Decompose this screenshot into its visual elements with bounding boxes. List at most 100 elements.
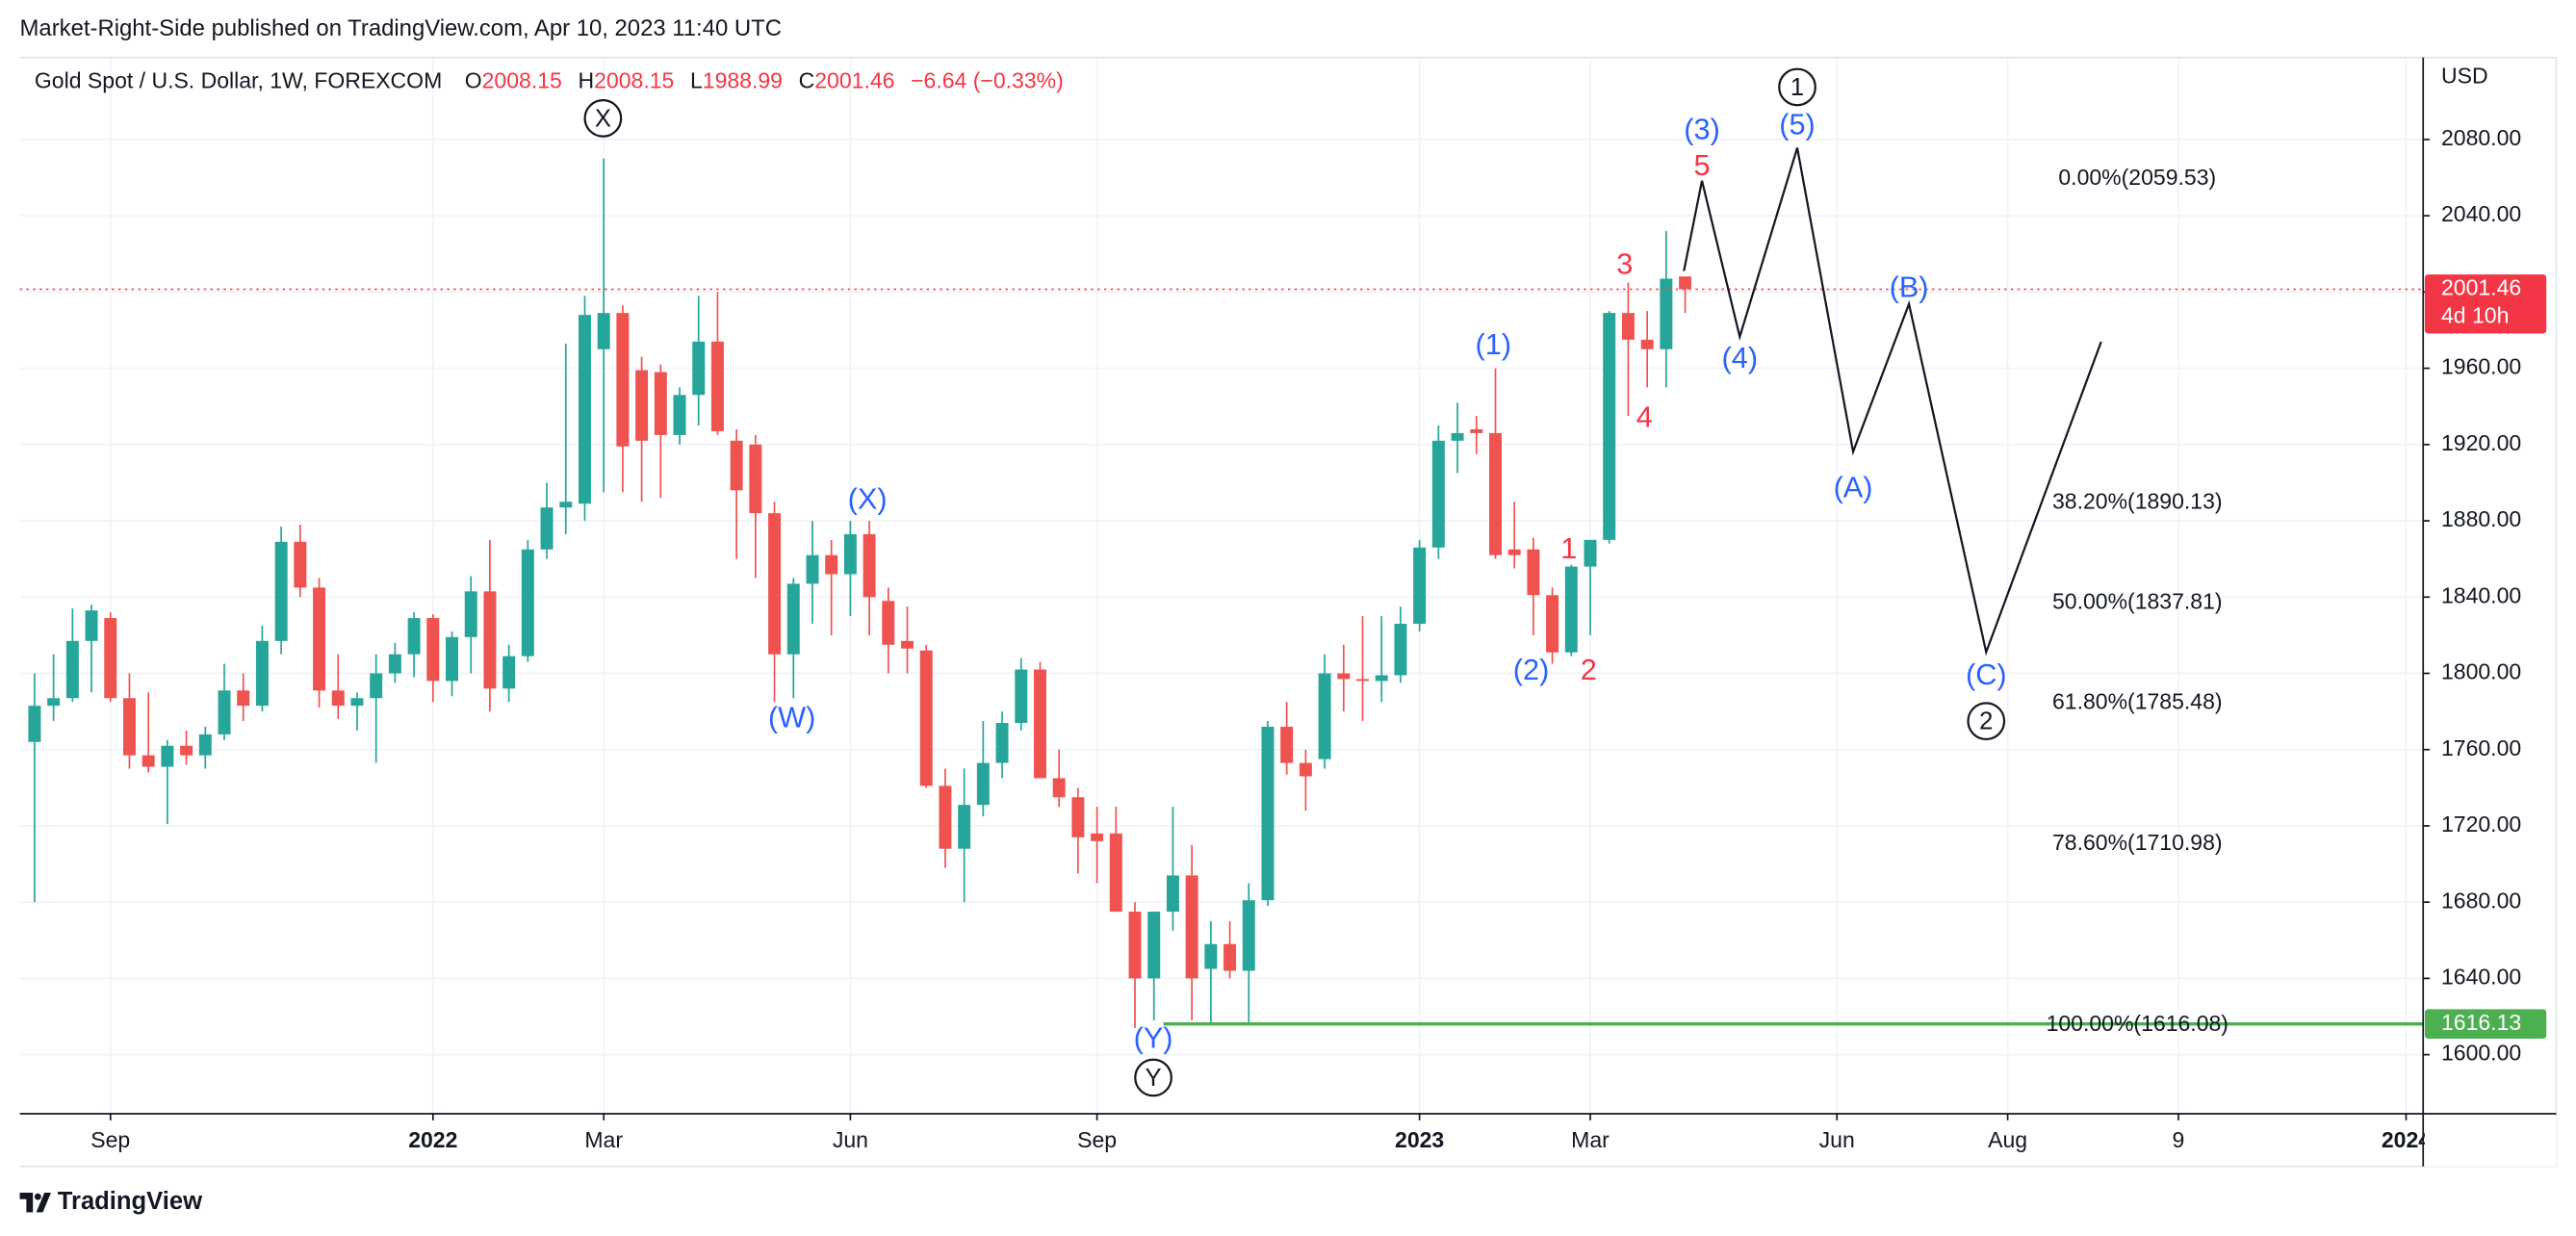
candle-body [1147, 912, 1161, 979]
footer-brand: TradingView [58, 1188, 202, 1215]
candle-body [331, 690, 345, 707]
candle-body [1394, 623, 1407, 676]
candle-body [1431, 440, 1445, 548]
candle-body [919, 650, 933, 786]
candle-body [446, 636, 458, 682]
legend-change: −6.64 (−0.33%) [911, 67, 1064, 92]
candle-body [1451, 432, 1464, 441]
candle-body [65, 640, 79, 699]
wave-label-blue: (W) [768, 701, 815, 734]
wave-label-red: 2 [1581, 653, 1597, 686]
wave-label-blue: (2) [1513, 653, 1550, 686]
wave-projection [1683, 147, 2102, 657]
candle-body [1166, 875, 1179, 913]
fib-label: 61.80%(1785.48) [2052, 688, 2223, 713]
wave-label-blue: (C) [1966, 657, 2007, 691]
candle-body [426, 618, 440, 682]
candle-body [843, 533, 857, 575]
candle-body [768, 513, 782, 655]
candle-body [1660, 278, 1673, 349]
y-tick-label: 1960.00 [2441, 354, 2521, 379]
candle-body [1527, 549, 1540, 596]
candle-body [1052, 778, 1066, 798]
candle-body [47, 698, 61, 707]
support-tag [2424, 1009, 2547, 1040]
candle-body [1299, 762, 1312, 777]
y-axis-label: USD [2441, 63, 2488, 88]
candle-body [616, 313, 630, 447]
price-tag [2424, 274, 2547, 334]
legend: Gold Spot / U.S. Dollar, 1W, FOREXCOM O 2… [35, 67, 1064, 92]
candle-body [578, 315, 591, 504]
candle-body [1185, 875, 1198, 979]
candle-body [502, 656, 516, 689]
candle-body [294, 541, 307, 588]
candle-body [635, 370, 649, 441]
price-tag-countdown: 4d 10h [2441, 303, 2509, 328]
wave-label-red: 1 [1560, 531, 1577, 565]
candle-body [198, 734, 212, 756]
x-tick-label: Aug [1988, 1127, 2027, 1152]
grid [19, 57, 2424, 1115]
candle-body [1584, 539, 1597, 567]
wave-label-blue: (A) [1834, 471, 1873, 504]
candle-body [995, 722, 1009, 763]
candle-body [1470, 428, 1483, 433]
candle-body [122, 698, 136, 756]
candle-body [730, 440, 743, 491]
candle-body [483, 591, 497, 689]
candle-body [654, 372, 667, 435]
header: Market-Right-Side published on TradingVi… [20, 15, 782, 41]
candle-body [1242, 900, 1255, 971]
wave-circle [1134, 1058, 1172, 1097]
x-tick-label: Mar [584, 1127, 623, 1152]
candle-body [710, 341, 724, 431]
candle-body [958, 805, 971, 849]
candle-body [825, 554, 838, 575]
wave-label-blue: (4) [1722, 341, 1759, 374]
wave-label-red: 3 [1616, 247, 1633, 281]
legend-h-value: 2008.15 [594, 67, 674, 92]
y-tick-label: 1600.00 [2441, 1041, 2521, 1066]
legend-l: L [690, 67, 703, 92]
wave-circle [1778, 67, 1816, 107]
candle-body [142, 755, 155, 767]
candle-body [882, 601, 895, 645]
candle-body [1204, 943, 1218, 969]
x-tick-label: 9 [2173, 1127, 2185, 1152]
wave-label-circled: Y [1146, 1065, 1162, 1092]
candle-body [350, 698, 364, 707]
price-axis-bg [2423, 57, 2557, 1169]
candle-body [521, 549, 534, 657]
candle-body [370, 673, 383, 699]
candle-body [786, 583, 800, 655]
wave-label-blue: (X) [848, 482, 888, 516]
candle-body [1413, 547, 1427, 624]
candle-body [1488, 432, 1502, 555]
fib-label: 78.60%(1710.98) [2052, 830, 2223, 855]
candle-body [237, 690, 250, 707]
candle-body [180, 745, 193, 756]
wave-label-blue: (Y) [1134, 1020, 1173, 1054]
candle-body [28, 706, 41, 742]
candle-body [1261, 726, 1275, 901]
axes: 1600.00 1640.00 1680.00 1720.00 1760.00 1800.… [90, 125, 2557, 1167]
x-tick-label: Jun [1819, 1127, 1855, 1152]
candle-body [806, 554, 819, 584]
candle-body [692, 341, 706, 396]
candle-body [1337, 673, 1351, 680]
legend-c-value: 2001.46 [814, 67, 894, 92]
y-tick-label: 1880.00 [2441, 506, 2521, 531]
candle-body [407, 618, 421, 655]
legend-symbol: Gold Spot / U.S. Dollar, 1W, FOREXCOM [35, 67, 442, 92]
y-tick-label: 1760.00 [2441, 735, 2521, 760]
y-tick-label: 1800.00 [2441, 659, 2521, 684]
candle-body [1033, 669, 1046, 779]
x-tick-label: Sep [90, 1127, 130, 1152]
candle-body [1318, 673, 1331, 760]
legend-o: O [465, 67, 482, 92]
candle-body [1224, 943, 1237, 971]
